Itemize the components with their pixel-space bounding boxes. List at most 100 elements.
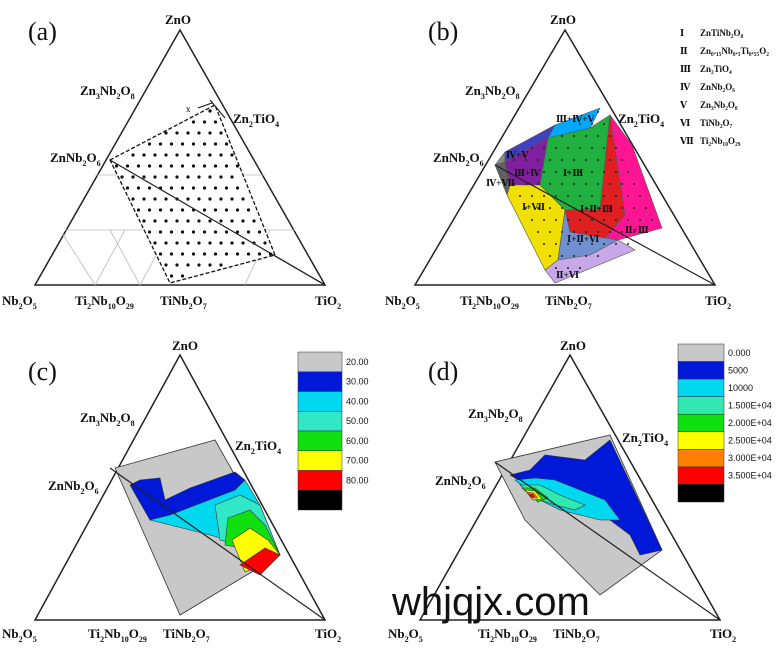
composition-dot	[186, 263, 190, 267]
composition-dot	[257, 252, 262, 256]
label-zn2tio4: Zn2TiO4	[618, 111, 664, 129]
svg-text:Ⅳ: Ⅳ	[680, 82, 691, 92]
composition-dot	[197, 241, 201, 245]
region-label: Ⅳ+Ⅴ	[506, 150, 529, 160]
composition-dot	[213, 142, 218, 146]
composition-dot	[549, 231, 551, 233]
composition-dot	[169, 230, 174, 234]
label-tio2: TiO2	[315, 626, 341, 644]
composition-dot	[153, 219, 157, 223]
label-znnb2o6: ZnNb2O6	[48, 478, 99, 496]
color-swatch	[677, 413, 725, 433]
panel-a: (a) x ZnO Nb2O5 TiO2 Zn3Nb2O8 Zn2TiO4 Zn…	[2, 12, 341, 311]
composition-dot	[131, 153, 135, 157]
composition-dot	[561, 159, 563, 161]
composition-dot	[573, 135, 575, 137]
composition-dot	[213, 208, 218, 212]
composition-dot	[131, 175, 135, 179]
composition-dot	[164, 197, 168, 201]
label-zno: ZnO	[560, 338, 586, 353]
label-zno: ZnO	[172, 338, 198, 353]
composition-dot	[219, 219, 223, 223]
composition-dot	[180, 164, 185, 168]
label-zno: ZnO	[550, 12, 576, 27]
label-nb2o5: Nb2O5	[2, 626, 37, 644]
composition-dot	[639, 219, 641, 221]
svg-text:Ⅱ: Ⅱ	[680, 46, 688, 56]
composition-dot	[219, 175, 223, 179]
composition-dot	[549, 207, 551, 209]
composition-dot	[567, 219, 569, 221]
scale-tick-label: 3.000E+04	[728, 453, 772, 463]
composition-dot	[147, 142, 152, 146]
composition-dot	[175, 263, 179, 267]
composition-dot	[555, 267, 557, 269]
composition-dot	[627, 243, 629, 245]
composition-dot	[169, 164, 174, 168]
composition-dot	[537, 207, 539, 209]
contour-map	[114, 439, 281, 616]
composition-dot	[169, 142, 174, 146]
composition-dot	[549, 183, 551, 185]
legend-item: Ⅶ Ti₂Nb₁₀O₂₉	[679, 136, 741, 146]
composition-dot	[645, 207, 647, 209]
composition-dot	[147, 186, 152, 190]
composition-dot	[597, 111, 599, 113]
composition-dot	[609, 183, 611, 185]
legend-item: Ⅴ Zn₃Nb₂O₈	[679, 100, 738, 110]
svg-text:ZnTiNb₂O₈: ZnTiNb₂O₈	[700, 28, 744, 38]
composition-dot	[158, 252, 163, 256]
scale-tick-label: 70.00	[346, 456, 369, 466]
phase-regions	[494, 107, 663, 284]
label-nb2o5: Nb2O5	[385, 293, 420, 311]
composition-dot	[169, 186, 174, 190]
composition-dot	[125, 186, 130, 190]
composition-dot	[609, 135, 611, 137]
composition-dot	[519, 171, 521, 173]
svg-text:Ti₂Nb₁₀O₂₉: Ti₂Nb₁₀O₂₉	[700, 136, 741, 146]
composition-dots	[507, 111, 653, 269]
color-swatch	[297, 470, 343, 491]
color-swatch	[677, 466, 725, 485]
composition-dot	[164, 131, 168, 135]
composition-dot	[579, 267, 581, 269]
label-zn2tio4: Zn2TiO4	[235, 438, 281, 456]
composition-dot	[219, 197, 223, 201]
label-tinb2o7: TiNb2O7	[553, 626, 600, 644]
color-swatch	[677, 449, 725, 468]
label-nb2o5: Nb2O5	[388, 626, 423, 644]
composition-dot	[164, 175, 168, 179]
composition-dot	[603, 219, 605, 221]
legend-item: Ⅰ ZnTiNb₂O₈	[680, 28, 744, 38]
composition-dot	[645, 231, 647, 233]
ternary-triangle	[33, 353, 327, 621]
composition-dot	[191, 120, 196, 124]
label-znnb2o6: ZnNb2O6	[435, 473, 486, 491]
composition-dot	[597, 159, 599, 161]
composition-dot	[585, 207, 587, 209]
composition-dot	[537, 183, 539, 185]
composition-dot	[537, 231, 539, 233]
composition-dot	[513, 183, 515, 185]
panel-d: (d) ZnO Nb2O5 TiO2 Zn3Nb2O8 Zn2TiO4 ZnNb…	[388, 338, 772, 644]
composition-dot	[549, 255, 551, 257]
composition-dot	[525, 159, 527, 161]
composition-dot	[131, 197, 135, 201]
composition-dot	[543, 195, 545, 197]
composition-dot	[158, 142, 163, 146]
composition-dot	[263, 241, 267, 245]
composition-dot	[147, 164, 152, 168]
composition-dot	[246, 208, 251, 212]
scale-tick-label: 2.000E+04	[728, 418, 772, 428]
composition-dot	[591, 171, 593, 173]
composition-dot	[525, 207, 527, 209]
composition-dot	[246, 230, 251, 234]
composition-dot	[180, 186, 185, 190]
composition-dot	[615, 147, 617, 149]
marker-label: x	[186, 104, 191, 114]
composition-dot	[603, 147, 605, 149]
composition-dot	[197, 131, 201, 135]
composition-dot	[591, 123, 593, 125]
composition-dot	[579, 171, 581, 173]
